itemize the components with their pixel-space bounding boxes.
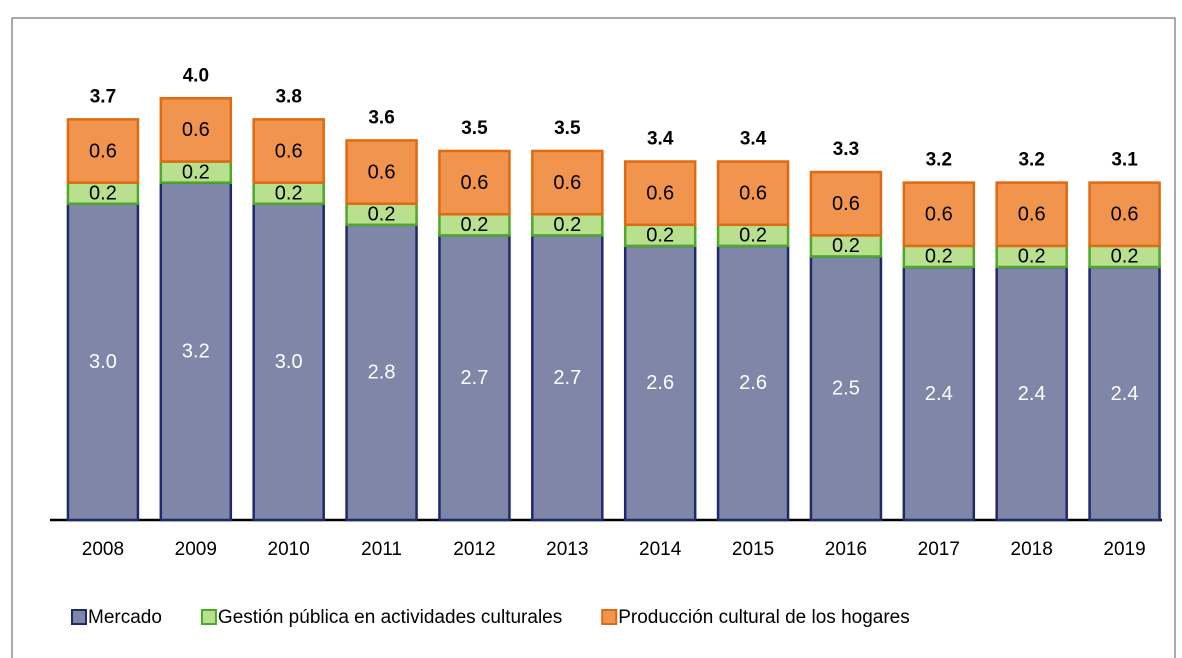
data-label: 3.2 [182,341,210,363]
x-tick-label: 2009 [175,539,217,560]
bar-segment [902,181,976,248]
data-label: 2.8 [368,362,396,384]
bar-segment [252,202,325,522]
data-label: 0.6 [925,204,953,226]
x-tick-label: 2015 [732,539,774,560]
frame [11,17,1176,658]
data-label: 2.6 [646,372,674,394]
bar-segment [438,234,511,522]
data-label: 2.4 [1018,383,1046,405]
total-label: 3.4 [647,129,674,150]
data-label: 0.6 [461,172,489,194]
data-label: 0.6 [739,182,767,204]
data-label: 2.4 [1111,383,1139,405]
total-label: 3.6 [368,107,394,128]
bar-segment [159,97,233,163]
total-label: 3.2 [1018,150,1044,171]
data-label: 2.7 [553,367,581,389]
bar-segment [995,181,1068,248]
x-tick-label: 2012 [453,539,495,560]
data-label: 0.2 [368,204,396,226]
total-label: 3.3 [833,139,859,160]
bar-segment [531,149,604,216]
data-label: 0.2 [832,235,860,257]
data-label: 3.0 [275,351,303,373]
x-tick-label: 2013 [546,539,588,560]
total-label: 3.7 [90,86,116,107]
data-label: 0.2 [739,225,767,247]
x-tick-label: 2011 [361,539,402,560]
bar-segment [66,118,140,184]
legend-label: Gestión pública en actividades culturale… [218,607,562,628]
bar-segment [1088,181,1161,248]
data-label: 0.6 [1018,204,1046,226]
legend-label: Mercado [88,607,162,628]
data-label: 0.6 [368,161,396,183]
data-label: 0.6 [832,193,860,215]
data-label: 0.6 [275,140,303,162]
legend-swatch [601,609,618,625]
data-label: 3.0 [89,351,117,373]
legend-label: Producción cultural de los hogares [618,607,910,628]
data-label: 0.6 [182,119,210,141]
data-label: 0.6 [646,182,674,204]
x-tick-label: 2017 [918,539,960,560]
bar-segment [438,149,511,216]
total-label: 3.2 [926,150,952,171]
data-label: 0.6 [89,140,117,162]
data-label: 2.6 [739,372,767,394]
data-label: 0.2 [1111,246,1139,268]
data-label: 0.2 [275,182,303,204]
x-tick-label: 2016 [825,539,867,560]
total-label: 4.0 [183,65,209,86]
data-label: 0.6 [1111,204,1139,226]
bar-segment [345,139,418,205]
x-tick-label: 2019 [1103,539,1145,560]
bar-segment [252,118,325,184]
data-label: 0.2 [925,246,953,268]
data-label: 2.4 [925,383,953,405]
total-label: 3.1 [1111,150,1138,171]
data-label: 0.2 [553,214,581,236]
total-label: 3.4 [740,129,767,150]
total-label: 3.5 [554,118,581,139]
data-label: 0.2 [1018,246,1046,268]
bar-segment [809,255,883,522]
data-label: 0.2 [89,182,117,204]
bar-segment [716,160,790,227]
data-label: 0.2 [182,161,210,183]
bar-segment [809,170,883,237]
legend-swatch [200,609,217,625]
bar-segment [623,160,697,227]
x-tick-label: 2014 [639,539,682,560]
total-label: 3.5 [461,118,488,139]
bar-segment [623,244,697,522]
bar-segment [1088,265,1161,522]
data-label: 0.2 [646,225,674,247]
x-tick-label: 2018 [1011,539,1053,560]
x-tick-label: 2010 [268,539,310,560]
data-label: 2.5 [832,377,860,399]
data-label: 2.7 [461,367,489,389]
x-tick-label: 2008 [82,539,124,560]
data-label: 0.6 [553,172,581,194]
data-label: 0.2 [461,214,489,236]
bar-segment [66,202,140,522]
legend-swatch [71,609,87,625]
total-label: 3.8 [275,86,301,107]
